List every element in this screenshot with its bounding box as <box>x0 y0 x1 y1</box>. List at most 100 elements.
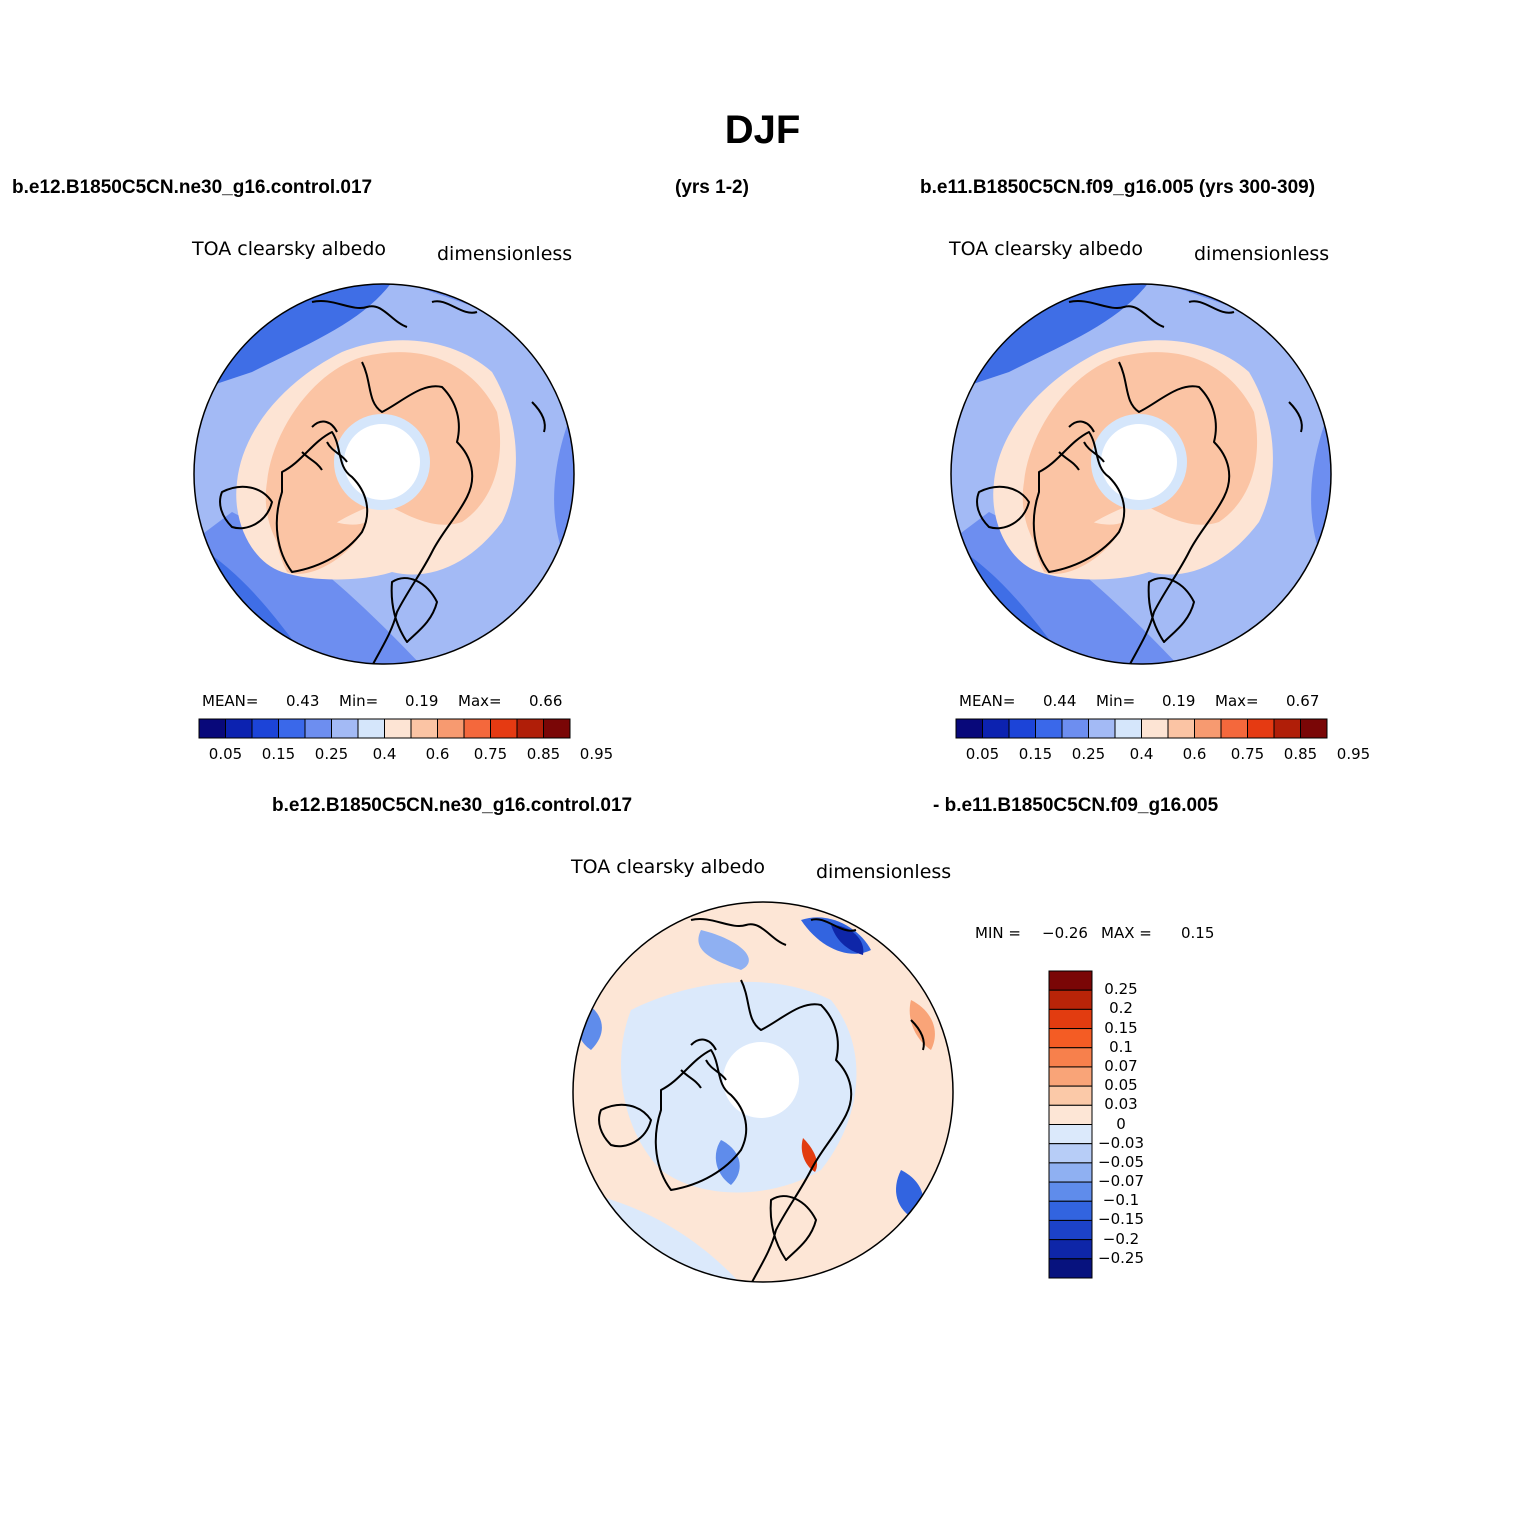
header-case-1: b.e12.B1850C5CN.ne30_g16.control.017 <box>12 177 373 198</box>
diff-map-units: dimensionless <box>816 861 952 883</box>
diff-colorbar-swatch <box>1048 1104 1093 1125</box>
diff-colorbar-tick-label: 0 <box>1116 1114 1126 1133</box>
colorbar-tick-label: 0.15 <box>1018 745 1053 763</box>
diff-colorbar-swatch <box>1048 1124 1093 1145</box>
colorbar-swatch <box>437 718 465 739</box>
diff-colorbar-tick-label: −0.05 <box>1098 1152 1144 1171</box>
map-1-min-label: Min= <box>339 692 379 710</box>
colorbar-swatch <box>278 718 306 739</box>
coastlines <box>598 917 925 1282</box>
diff-colorbar-swatch <box>1048 1066 1093 1087</box>
map-1-max-value: 0.66 <box>529 692 563 710</box>
colorbar-swatch <box>1247 718 1275 739</box>
colorbar-swatch <box>1141 718 1169 739</box>
colorbar-tick-label: 0.75 <box>1230 745 1265 763</box>
diff-colorbar-swatch <box>1048 1239 1093 1260</box>
diff-colorbar-swatch <box>1048 1181 1093 1202</box>
header-diff-case-2: - b.e11.B1850C5CN.f09_g16.005 <box>933 795 1219 816</box>
colorbar-swatch <box>357 718 385 739</box>
map-1-max-label: Max= <box>458 692 502 710</box>
map-fill <box>951 284 1331 664</box>
diff-colorbar-tick-label: −0.1 <box>1102 1191 1140 1210</box>
header-years-1: (yrs 1-2) <box>675 177 749 198</box>
colorbar-swatch <box>516 718 544 739</box>
figure-title: DJF <box>724 108 801 152</box>
colorbar-swatch <box>1035 718 1063 739</box>
colorbar-tick-label: 0.95 <box>579 745 614 763</box>
colorbar-swatch <box>1194 718 1222 739</box>
colorbar-swatch <box>1114 718 1142 739</box>
diff-colorbar-tick-label: 0.03 <box>1104 1095 1138 1114</box>
coastlines <box>976 299 1303 664</box>
map-2-min-value: 0.19 <box>1162 692 1196 710</box>
colorbar-swatch <box>1088 718 1116 739</box>
diff-colorbar-swatch <box>1048 1143 1093 1164</box>
colorbar-tick-label: 0.85 <box>526 745 561 763</box>
colorbar-swatch <box>225 718 253 739</box>
map-1-variable: TOA clearsky albedo <box>192 238 386 260</box>
colorbar-swatch <box>955 718 983 739</box>
diff-colorbar-tick-label: 0.1 <box>1109 1037 1133 1056</box>
colorbar-swatch <box>1273 718 1301 739</box>
colorbar-tick-label: 0.05 <box>965 745 1000 763</box>
colorbar-tick-label: 0.85 <box>1283 745 1318 763</box>
colorbar-swatch <box>304 718 332 739</box>
diff-colorbar-swatch <box>1048 1008 1093 1030</box>
colorbar-swatch <box>982 718 1010 739</box>
diff-colorbar-swatch <box>1048 1200 1093 1221</box>
colorbar-tick-label: 0.75 <box>473 745 508 763</box>
colorbar-tick-label: 0.05 <box>208 745 243 763</box>
colorbar-swatch <box>543 718 571 739</box>
map-1-colorbar <box>198 718 571 739</box>
diff-colorbar-tick-label: −0.25 <box>1098 1248 1144 1267</box>
header-diff-case-1: b.e12.B1850C5CN.ne30_g16.control.017 <box>272 795 633 816</box>
diff-colorbar-swatch <box>1048 989 1093 1010</box>
colorbar-tick-label: 0.6 <box>1182 745 1207 763</box>
map-2-colorbar <box>955 718 1328 739</box>
colorbar-swatch <box>384 718 412 739</box>
map-1-min-value: 0.19 <box>405 692 439 710</box>
map-1-units: dimensionless <box>437 243 573 265</box>
colorbar-tick-label: 0.6 <box>425 745 450 763</box>
diff-min-label: MIN = <box>975 924 1021 942</box>
colorbar-swatch <box>1061 718 1089 739</box>
colorbar-swatch <box>490 718 518 739</box>
colorbar-swatch <box>1008 718 1036 739</box>
diff-max-label: MAX = <box>1101 924 1152 942</box>
diff-max-value: 0.15 <box>1181 924 1215 942</box>
map-2-max-value: 0.67 <box>1286 692 1320 710</box>
map-1-mean-value: 0.43 <box>286 692 320 710</box>
diff-colorbar-tick-label: 0.15 <box>1104 1018 1138 1037</box>
diff-colorbar-swatch <box>1048 1219 1093 1241</box>
map-2-variable: TOA clearsky albedo <box>949 238 1143 260</box>
diff-colorbar-swatch <box>1048 1028 1093 1049</box>
diff-colorbar-tick-label: 0.2 <box>1109 999 1133 1018</box>
colorbar-swatch <box>331 718 359 739</box>
colorbar-swatch <box>198 718 226 739</box>
map-2-units: dimensionless <box>1194 243 1330 265</box>
colorbar-tick-label: 0.15 <box>261 745 296 763</box>
diff-colorbar-tick-label: −0.2 <box>1102 1229 1140 1248</box>
map-2-max-label: Max= <box>1215 692 1259 710</box>
diff-colorbar <box>1048 970 1093 1279</box>
coastlines <box>219 299 546 664</box>
colorbar-tick-label: 0.25 <box>1071 745 1106 763</box>
polar-map-1 <box>193 283 575 665</box>
diff-colorbar-tick-label: 0.07 <box>1104 1056 1138 1075</box>
colorbar-swatch <box>463 718 491 739</box>
map-2-mean-value: 0.44 <box>1043 692 1077 710</box>
diff-colorbar-tick-label: −0.03 <box>1098 1133 1144 1152</box>
diff-colorbar-swatch <box>1048 1047 1093 1068</box>
map-2-min-label: Min= <box>1096 692 1136 710</box>
header-case-2: b.e11.B1850C5CN.f09_g16.005 (yrs 300-309… <box>920 177 1316 198</box>
diff-map-variable: TOA clearsky albedo <box>571 856 765 878</box>
colorbar-swatch <box>251 718 279 739</box>
colorbar-tick-label: 0.4 <box>372 745 397 763</box>
colorbar-swatch <box>1167 718 1195 739</box>
map-1-mean-label: MEAN= <box>202 692 259 710</box>
polar-diff-map <box>572 901 954 1283</box>
diff-colorbar-tick-label: −0.15 <box>1098 1210 1144 1229</box>
polar-map-2 <box>950 283 1332 665</box>
colorbar-tick-label: 0.4 <box>1129 745 1154 763</box>
colorbar-swatch <box>1220 718 1248 739</box>
